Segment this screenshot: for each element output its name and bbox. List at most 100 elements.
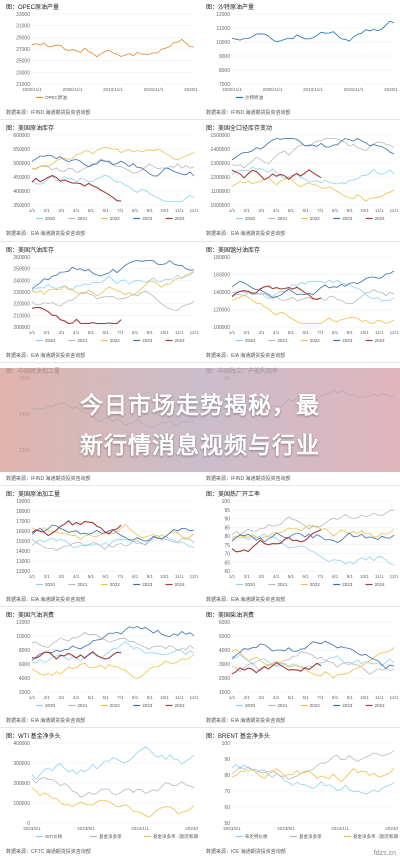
y-tick-label: 60 xyxy=(224,569,230,575)
x-tick-label: 11/1 xyxy=(375,695,384,700)
chart-source: 数据来源：CFTC 海通期货投资咨询部 xyxy=(6,849,91,855)
y-tick-label: 200000 xyxy=(13,781,30,787)
x-tick-label: 1/1 xyxy=(29,574,36,579)
x-tick-label: 12/1 xyxy=(190,330,198,335)
x-tick-label: 8/1 xyxy=(332,208,339,213)
legend-label: 2024 xyxy=(375,216,386,221)
series-line xyxy=(31,654,195,680)
y-tick-label: 2000 xyxy=(219,676,230,682)
series-line xyxy=(231,289,395,305)
y-tick-label: 400000 xyxy=(13,189,30,195)
x-tick-label: 12/1 xyxy=(190,695,198,700)
chart-title: 图：美国汽油消费 xyxy=(6,613,55,619)
legend-label: 2024 xyxy=(375,703,386,708)
series-line xyxy=(231,532,395,543)
series-line xyxy=(231,529,322,553)
legend-label: 2023 xyxy=(142,703,153,708)
x-tick-label: 2024/5/1 xyxy=(185,826,198,831)
legend-label: 布伦特价格 xyxy=(245,833,268,840)
legend-label: 2020 xyxy=(245,582,256,587)
x-tick-label: 5/1 xyxy=(288,208,295,213)
series-line xyxy=(31,147,195,171)
y-tick-label: 6000 xyxy=(19,662,30,668)
x-tick-label: 7/1 xyxy=(117,208,124,213)
legend-label: 2022 xyxy=(110,338,121,343)
row-divider xyxy=(0,485,400,486)
y-tick-label: 9000 xyxy=(219,54,230,60)
y-tick-label: 12000 xyxy=(16,569,30,575)
series-line xyxy=(231,285,322,301)
legend-label: OPEC原油 xyxy=(45,94,67,101)
y-tick-label: 65 xyxy=(224,560,230,566)
x-tick-label: 5/1 xyxy=(288,574,295,579)
x-tick-label: 3/1 xyxy=(58,330,65,335)
legend-label: 2022 xyxy=(310,338,321,343)
y-tick-label: 140000 xyxy=(213,290,230,296)
x-tick-label: 9/1 xyxy=(147,695,154,700)
legend-label: 2020 xyxy=(245,216,256,221)
chart-source: 数据来源：EIA 海通期货投资咨询部 xyxy=(6,597,86,603)
y-tick-label: 80 xyxy=(224,534,230,540)
chart-source: 数据来源：EIA 海通期货投资咨询部 xyxy=(206,597,286,603)
chart-title: 图：美国馏分油库存 xyxy=(206,248,261,254)
x-tick-label: 12/1 xyxy=(390,695,398,700)
legend-label: 2021 xyxy=(277,216,288,221)
legend-label: 2024 xyxy=(175,582,186,587)
y-tick-label: 18000 xyxy=(16,509,30,515)
chart-panel: 图：美国原油库存 600000 550000 500000 450000 400000 35… xyxy=(2,121,198,239)
y-tick-label: 2000 xyxy=(19,690,30,696)
x-tick-label: 2/1 xyxy=(244,695,251,700)
chart-source: 数据来源：IFIND 海通期货投资咨询部 xyxy=(6,110,91,116)
y-tick-label: 3000 xyxy=(219,662,230,668)
headline-banner[interactable]: 今日市场走势揭秘，最 新行情消息视频与行业 xyxy=(0,368,400,472)
y-tick-label: 15000 xyxy=(16,539,30,545)
x-tick-label: 8/1 xyxy=(132,330,139,335)
x-tick-label: 3/1 xyxy=(58,695,65,700)
y-tick-label: 600000 xyxy=(13,133,30,139)
y-tick-label: 60 xyxy=(224,805,230,811)
y-tick-label: 0 xyxy=(27,821,30,827)
y-tick-label: 1300000 xyxy=(211,161,231,167)
chart-panel: 图：OPEC原油产量 33000 31000 29000 27000 25000 23000… xyxy=(2,0,198,118)
x-tick-label: 11/1 xyxy=(375,574,384,579)
series-line xyxy=(31,777,195,798)
series-line xyxy=(31,270,195,297)
x-tick-label: 6/1 xyxy=(303,208,310,213)
chart-source: 数据来源：EIA 海通期货投资咨询部 xyxy=(206,231,286,237)
x-tick-label: 1/1 xyxy=(29,208,36,213)
y-tick-label: 1400000 xyxy=(211,147,231,153)
row-divider xyxy=(0,606,400,607)
x-tick-label: 10/1 xyxy=(360,330,369,335)
chart-panel: 图：BRENT 基金净多头 100 90 80 70 60 50 2023/5/1 2023/9… xyxy=(202,729,398,857)
x-tick-label: 4/1 xyxy=(273,695,280,700)
x-tick-label: 10/1 xyxy=(160,574,169,579)
chart-source: 数据来源：IFIND 海通期货投资咨询部 xyxy=(206,476,291,482)
x-tick-label: 10/1 xyxy=(360,208,369,213)
y-tick-label: 240000 xyxy=(13,278,30,284)
chart-plot: 33000 31000 29000 27000 25000 23000 210002000/… xyxy=(16,12,198,101)
series-line xyxy=(31,536,195,548)
y-tick-label: 70 xyxy=(224,789,230,795)
x-tick-label: 2005/11/1 xyxy=(263,87,283,92)
y-tick-label: 50 xyxy=(224,821,230,827)
x-tick-label: 11/1 xyxy=(175,330,184,335)
legend-label: 2020 xyxy=(45,582,56,587)
x-tick-label: 2023/9/1 xyxy=(277,826,295,831)
chart-plot: 100 95 90 85 80 75 70 65 601/1 2/1 3/1 4/1 5/1 6/1 7/1… xyxy=(222,499,398,587)
y-tick-label: 27000 xyxy=(16,47,30,53)
legend-label: 2023 xyxy=(342,582,353,587)
y-tick-label: 260000 xyxy=(13,255,30,261)
row-divider xyxy=(0,119,400,120)
series-line xyxy=(31,650,122,660)
y-tick-label: 4000 xyxy=(19,676,30,682)
x-tick-label: 3/1 xyxy=(258,695,265,700)
x-tick-label: 9/1 xyxy=(147,574,154,579)
series-line xyxy=(231,647,395,679)
x-tick-label: 3/1 xyxy=(58,208,65,213)
series-line xyxy=(231,763,395,795)
y-tick-label: 70 xyxy=(224,552,230,558)
x-tick-label: 7/1 xyxy=(317,330,324,335)
x-tick-label: 9/1 xyxy=(347,574,354,579)
x-tick-label: 11/1 xyxy=(375,330,384,335)
